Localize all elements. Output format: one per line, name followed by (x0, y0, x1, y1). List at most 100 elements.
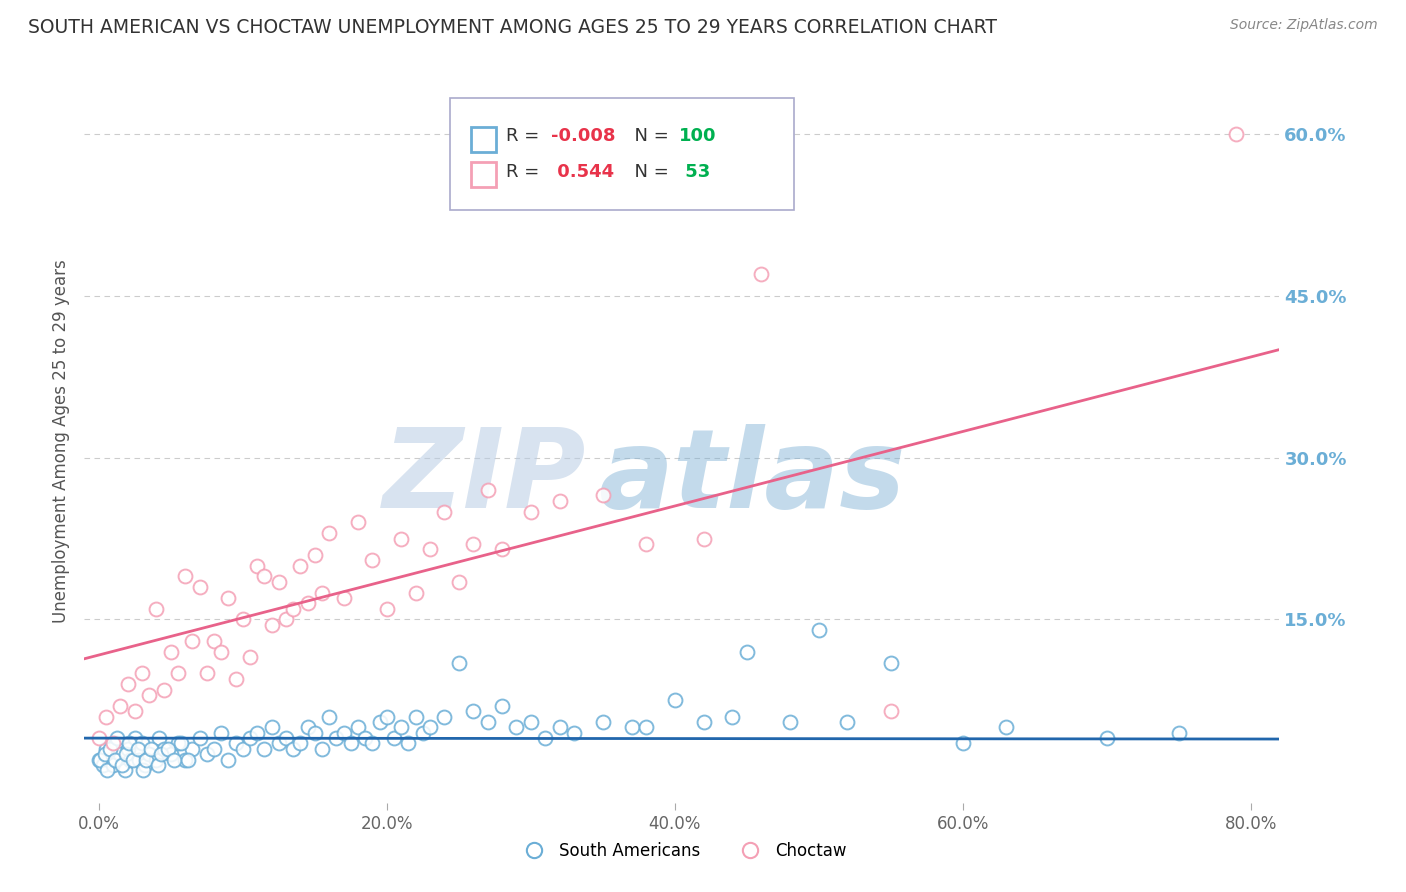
Text: R =: R = (506, 163, 546, 181)
Point (239, 731, 262, 745)
Point (807, 624, 830, 638)
Point (405, 585, 427, 599)
Point (548, 720, 571, 734)
Point (1095, 731, 1118, 745)
Point (347, 720, 370, 734)
Point (97, 753, 120, 767)
Point (260, 720, 283, 734)
Point (156, 742, 179, 756)
Point (139, 742, 162, 756)
Point (368, 714, 391, 729)
Point (477, 714, 499, 729)
Point (170, 737, 193, 751)
Point (146, 758, 169, 772)
Point (260, 618, 283, 632)
Point (89, 753, 111, 767)
Point (274, 612, 297, 626)
Point (433, 709, 456, 723)
Point (290, 737, 312, 751)
Point (339, 737, 361, 751)
Point (159, 645, 181, 659)
Point (253, 569, 276, 583)
Point (297, 720, 319, 734)
Point (117, 742, 139, 756)
Point (232, 612, 254, 626)
Point (107, 731, 129, 745)
Point (405, 709, 427, 723)
Point (396, 737, 419, 751)
Y-axis label: Unemployment Among Ages 25 to 29 years: Unemployment Among Ages 25 to 29 years (52, 260, 70, 624)
Point (138, 747, 160, 762)
Point (281, 742, 304, 756)
Point (98, 742, 121, 756)
Point (253, 742, 276, 756)
Point (181, 634, 204, 648)
Point (332, 591, 354, 605)
Legend: South Americans, Choctaw: South Americans, Choctaw (510, 836, 853, 867)
Point (145, 753, 167, 767)
Point (389, 532, 412, 546)
Text: 0.544: 0.544 (551, 163, 614, 181)
Point (117, 677, 139, 691)
Point (128, 753, 150, 767)
Text: N =: N = (623, 163, 675, 181)
Point (145, 601, 167, 615)
Point (138, 688, 160, 702)
Point (304, 725, 326, 739)
Point (347, 516, 370, 530)
Point (375, 709, 398, 723)
Point (105, 737, 128, 751)
Point (519, 714, 541, 729)
Point (188, 731, 211, 745)
Point (505, 720, 527, 734)
Point (239, 650, 262, 665)
Point (419, 542, 441, 557)
Point (111, 758, 134, 772)
Text: N =: N = (623, 128, 675, 145)
Point (87, 753, 110, 767)
Point (195, 666, 218, 681)
Point (246, 725, 269, 739)
Text: 100: 100 (679, 128, 717, 145)
Point (447, 574, 470, 589)
Point (127, 742, 149, 756)
Point (174, 569, 197, 583)
Point (181, 742, 204, 756)
Point (110, 747, 132, 762)
Text: SOUTH AMERICAN VS CHOCTAW UNEMPLOYMENT AMONG AGES 25 TO 29 YEARS CORRELATION CHA: SOUTH AMERICAN VS CHOCTAW UNEMPLOYMENT A… (28, 18, 997, 37)
Point (93, 747, 115, 762)
Point (209, 645, 232, 659)
Point (664, 693, 686, 707)
Point (267, 737, 290, 751)
Point (159, 747, 181, 762)
Point (91, 758, 114, 772)
Point (177, 753, 200, 767)
Point (188, 580, 211, 594)
Point (634, 537, 657, 551)
Point (692, 532, 714, 546)
Point (491, 698, 513, 713)
Point (162, 753, 184, 767)
Point (749, 268, 772, 282)
Point (246, 558, 269, 573)
Point (225, 672, 247, 686)
Point (148, 731, 170, 745)
Point (382, 731, 405, 745)
Point (290, 558, 312, 573)
Point (692, 714, 714, 729)
Point (101, 758, 124, 772)
Point (267, 574, 290, 589)
Point (412, 725, 434, 739)
Text: -0.008: -0.008 (551, 128, 616, 145)
Point (232, 742, 254, 756)
Point (132, 764, 155, 778)
Point (131, 737, 153, 751)
Point (1167, 725, 1189, 739)
Point (225, 737, 247, 751)
Point (167, 666, 190, 681)
Point (389, 720, 412, 734)
Point (879, 656, 901, 670)
Point (354, 731, 377, 745)
Point (361, 737, 384, 751)
Point (837, 714, 859, 729)
